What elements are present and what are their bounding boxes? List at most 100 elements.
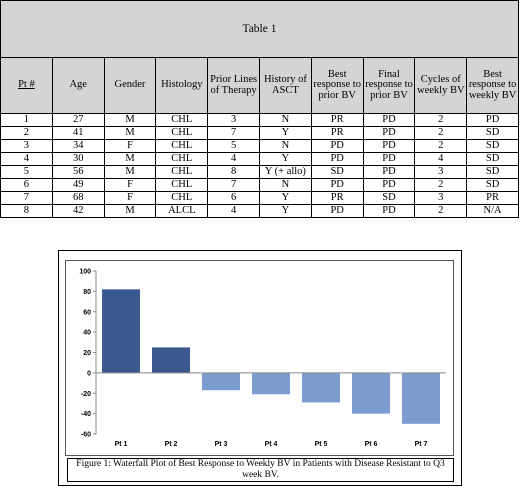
table-title: Table 1 (0, 0, 519, 58)
bar-pt-6 (352, 372, 390, 414)
cell-best-prior: PD (310, 178, 364, 192)
x-category-label: Pt 1 (115, 441, 128, 448)
cell-gender: M (103, 204, 157, 218)
waterfall-plot: -60 -40 -20 0 20 40 60 80 100 Pt 1 Pt 2 Pt 3 Pt 4 Pt … (65, 260, 454, 456)
x-category-label: Pt 4 (265, 441, 278, 448)
cell-best-weekly: PD (466, 113, 519, 127)
cell-pt: 8 (0, 204, 53, 218)
cell-asct: Y (+ allo) (258, 165, 312, 179)
table-row: 1 27 M CHL 3 N PR PD 2 PD (0, 113, 519, 127)
cell-prior-lines: 4 (207, 152, 260, 166)
cell-histology: CHL (155, 152, 209, 166)
cell-prior-lines: 6 (207, 191, 260, 205)
cell-prior-lines: 7 (207, 126, 260, 140)
cell-pt: 3 (0, 139, 53, 153)
x-category-label: Pt 6 (365, 441, 378, 448)
cell-age: 49 (51, 178, 105, 192)
col-header-histology: Histology (155, 57, 209, 114)
cell-age: 68 (51, 191, 105, 205)
cell-cycles: 3 (414, 191, 468, 205)
cell-histology: CHL (155, 178, 209, 192)
y-tick-label: 20 (83, 350, 91, 357)
cell-histology: CHL (155, 113, 209, 127)
bar-pt-1 (102, 289, 140, 373)
cell-final-prior: PD (362, 126, 416, 140)
cell-asct: Y (258, 152, 312, 166)
col-header-final-prior: Final response to prior BV (362, 57, 416, 114)
col-header-best-prior: Best response to prior BV (310, 57, 364, 114)
cell-best-prior: PD (310, 204, 364, 218)
col-header-prior-lines: Prior Lines of Therapy (207, 57, 260, 114)
cell-histology: CHL (155, 191, 209, 205)
col-header-asct: History of ASCT (258, 57, 312, 114)
x-category-label: Pt 3 (215, 441, 228, 448)
cell-cycles: 2 (414, 113, 468, 127)
cell-pt: 2 (0, 126, 53, 140)
bar-pt-2 (152, 347, 190, 373)
col-header-pt: Pt # (0, 57, 53, 114)
cell-final-prior: PD (362, 165, 416, 179)
cell-pt: 4 (0, 152, 53, 166)
cell-best-weekly: SD (466, 139, 519, 153)
cell-pt: 6 (0, 178, 53, 192)
cell-best-prior: SD (310, 165, 364, 179)
figure-caption: Figure 1: Waterfall Plot of Best Respons… (67, 458, 454, 482)
cell-cycles: 2 (414, 204, 468, 218)
cell-asct: Y (258, 191, 312, 205)
cell-final-prior: PD (362, 113, 416, 127)
table-body: 1 27 M CHL 3 N PR PD 2 PD 2 41 M CHL 7 Y PR PD 2 SD 3 34 F CHL 5… (0, 113, 519, 218)
cell-final-prior: PD (362, 139, 416, 153)
table-row: 3 34 F CHL 5 N PD PD 2 SD (0, 139, 519, 153)
cell-best-weekly: SD (466, 126, 519, 140)
cell-age: 42 (51, 204, 105, 218)
cell-cycles: 2 (414, 126, 468, 140)
cell-best-weekly: SD (466, 165, 519, 179)
table-row: 6 49 F CHL 7 N PD PD 2 SD (0, 178, 519, 192)
cell-gender: M (103, 126, 157, 140)
x-category-label: Pt 2 (165, 441, 178, 448)
bar-pt-7 (402, 372, 440, 424)
cell-asct: N (258, 139, 312, 153)
cell-asct: Y (258, 204, 312, 218)
cell-asct: Y (258, 126, 312, 140)
cell-prior-lines: 5 (207, 139, 260, 153)
cell-asct: N (258, 113, 312, 127)
cell-best-prior: PD (310, 139, 364, 153)
cell-gender: F (103, 139, 157, 153)
table-row: 2 41 M CHL 7 Y PR PD 2 SD (0, 126, 519, 140)
y-tick-label: -20 (81, 391, 91, 398)
cell-age: 34 (51, 139, 105, 153)
table-row: 5 56 M CHL 8 Y (+ allo) SD PD 3 SD (0, 165, 519, 179)
table-row: 7 68 F CHL 6 Y PR SD 3 PR (0, 191, 519, 205)
cell-cycles: 3 (414, 165, 468, 179)
y-tick-label: 100 (79, 269, 91, 276)
col-header-age: Age (51, 57, 105, 114)
cell-prior-lines: 8 (207, 165, 260, 179)
cell-cycles: 2 (414, 178, 468, 192)
cell-histology: CHL (155, 165, 209, 179)
x-category-label: Pt 7 (415, 441, 428, 448)
cell-prior-lines: 3 (207, 113, 260, 127)
cell-best-weekly: N/A (466, 204, 519, 218)
cell-gender: M (103, 165, 157, 179)
cell-age: 30 (51, 152, 105, 166)
cell-final-prior: PD (362, 204, 416, 218)
cell-asct: N (258, 178, 312, 192)
patient-table: Table 1 Pt # Age Gender Histology Prior … (0, 0, 519, 218)
cell-prior-lines: 4 (207, 204, 260, 218)
cell-pt: 7 (0, 191, 53, 205)
table-header-row: Pt # Age Gender Histology Prior Lines of… (0, 57, 519, 114)
bar-pt-4 (252, 372, 290, 395)
x-category-label: Pt 5 (315, 441, 328, 448)
bar-pt-3 (202, 372, 240, 391)
y-tick-label: 60 (83, 309, 91, 316)
cell-histology: CHL (155, 126, 209, 140)
y-tick-label: 40 (83, 330, 91, 337)
cell-age: 56 (51, 165, 105, 179)
cell-best-weekly: PR (466, 191, 519, 205)
cell-pt: 1 (0, 113, 53, 127)
cell-histology: CHL (155, 139, 209, 153)
cell-best-weekly: SD (466, 152, 519, 166)
cell-cycles: 2 (414, 139, 468, 153)
cell-final-prior: PD (362, 178, 416, 192)
